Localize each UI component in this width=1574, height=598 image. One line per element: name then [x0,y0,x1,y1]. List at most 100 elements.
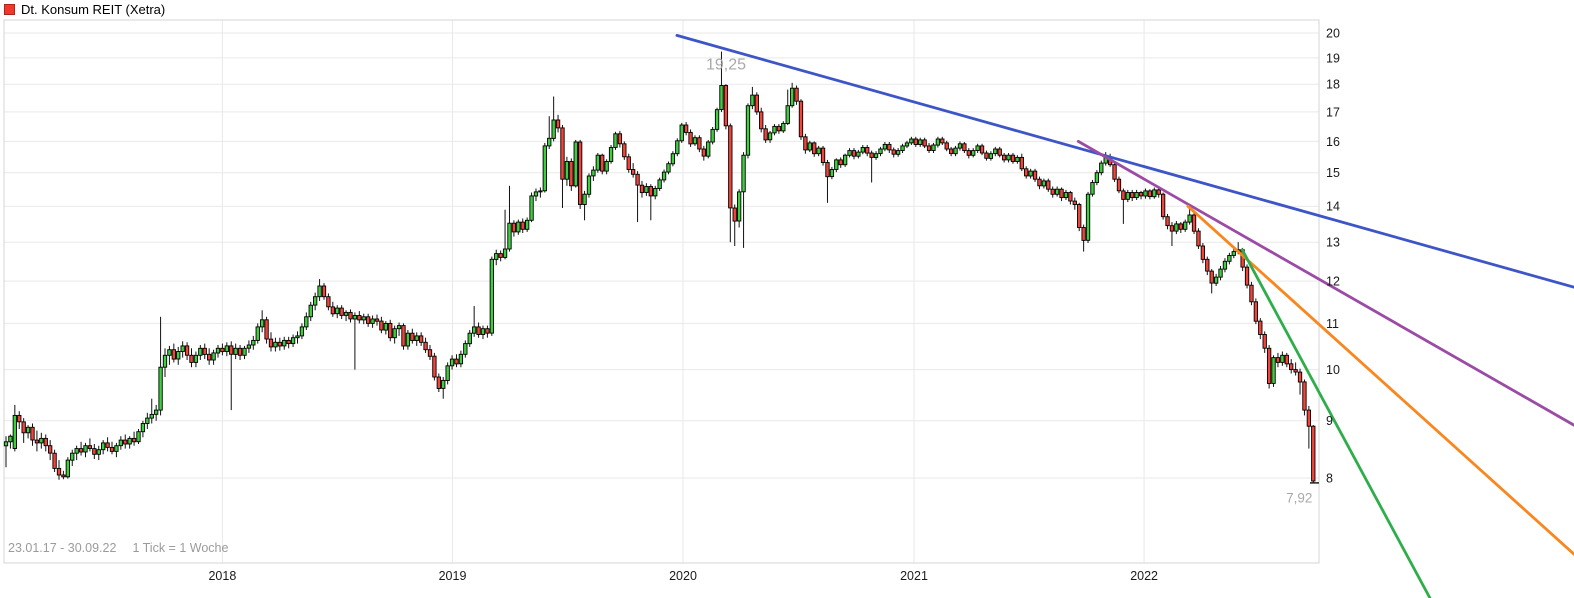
trendline-purple[interactable] [1076,139,1574,427]
candle [1218,268,1223,278]
candle [820,147,826,163]
candle [617,133,623,145]
y-tick-label: 11 [1326,317,1339,331]
candle [754,94,759,113]
candle [595,154,600,171]
candle [136,431,141,443]
candle [767,132,773,141]
candle [1205,258,1210,272]
candle [533,191,539,197]
y-tick-label: 18 [1326,78,1340,92]
y-tick-label: 20 [1326,26,1340,40]
candle [591,169,596,177]
candle [30,426,35,441]
candle [401,325,406,347]
candle [260,319,265,328]
trendline-orange[interactable] [1186,204,1574,556]
candle [1174,223,1179,232]
candle [1054,188,1060,195]
candle [118,439,123,447]
price-annotation: 19,25 [706,57,746,74]
candle [895,150,901,155]
candle [1050,188,1055,195]
candle [639,184,645,194]
candle [286,339,291,345]
candle [502,248,508,258]
candle [825,162,830,178]
candle [644,186,649,193]
candle [180,345,185,352]
trendline-green[interactable] [1240,248,1432,598]
y-tick-label: 15 [1326,166,1340,180]
tick-interval-label: 1 Tick = 1 Woche [132,541,229,555]
candle [374,318,380,322]
candle [816,147,821,155]
candle [1134,192,1139,199]
candle [419,335,424,343]
candle [3,441,9,447]
candle [741,154,746,193]
candle [348,311,353,320]
candle [692,137,698,145]
candle [1068,192,1073,202]
candle [648,186,653,197]
candle [1302,381,1307,411]
trendline-blue[interactable] [675,34,1574,289]
candle [472,326,477,334]
candle [1059,188,1064,199]
candle [1209,270,1214,284]
candle [34,439,40,444]
candle [1178,223,1183,230]
candle [361,316,366,321]
candle [277,341,282,347]
candle [343,311,349,316]
candle [105,442,110,448]
year-label: 2019 [439,569,467,583]
candle [242,347,247,356]
candle [922,139,927,147]
candle [392,328,397,339]
candle [781,123,786,132]
candle [295,335,300,339]
candle [538,190,543,193]
candle [812,142,817,155]
candle [706,141,711,157]
candle [1183,221,1188,230]
candle [330,306,335,315]
candle [268,338,274,348]
candle [61,474,66,478]
chart-header: Dt. Konsum REIT (Xetra) [4,2,165,17]
candle [494,253,499,260]
candle [675,140,680,155]
x-axis-labels: 2018 2019 2020 2021 2022 [208,569,1158,583]
candle [856,151,861,157]
candle [679,124,684,142]
candle [661,171,667,181]
candle [1063,192,1069,199]
candle [1072,200,1077,205]
candle [860,147,865,153]
y-tick-label: 14 [1326,200,1340,214]
candle [1165,216,1170,227]
candle [25,426,31,434]
candle [569,161,574,187]
candle [1046,180,1051,190]
y-tick-label: 9 [1326,414,1333,428]
candle [869,152,874,158]
candle [600,154,605,172]
candle [701,148,706,157]
candle [975,145,980,151]
candle [1125,192,1130,200]
candle [189,354,194,363]
candle [1028,170,1033,177]
candle [666,163,671,173]
year-label: 2021 [900,569,928,583]
candle [52,452,57,469]
candle [807,142,812,151]
candle [1306,409,1312,427]
candle [83,445,88,453]
candle [944,142,949,150]
candle [1041,180,1047,187]
candle [1077,204,1082,228]
